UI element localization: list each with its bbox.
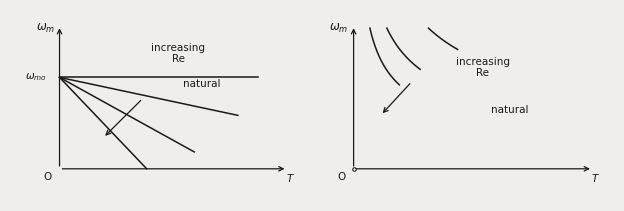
Text: O: O — [44, 172, 52, 182]
Text: T: T — [286, 174, 293, 184]
Text: T: T — [592, 174, 598, 184]
Text: O: O — [337, 172, 345, 182]
Text: $\omega_m$: $\omega_m$ — [36, 22, 56, 35]
Text: $\omega_m$: $\omega_m$ — [329, 22, 349, 35]
Text: natural: natural — [183, 79, 221, 89]
Text: increasing
Re: increasing Re — [456, 57, 510, 78]
Text: natural: natural — [491, 105, 529, 115]
Text: increasing
Re: increasing Re — [152, 43, 205, 64]
Text: $\omega_{mo}$: $\omega_{mo}$ — [25, 72, 47, 83]
